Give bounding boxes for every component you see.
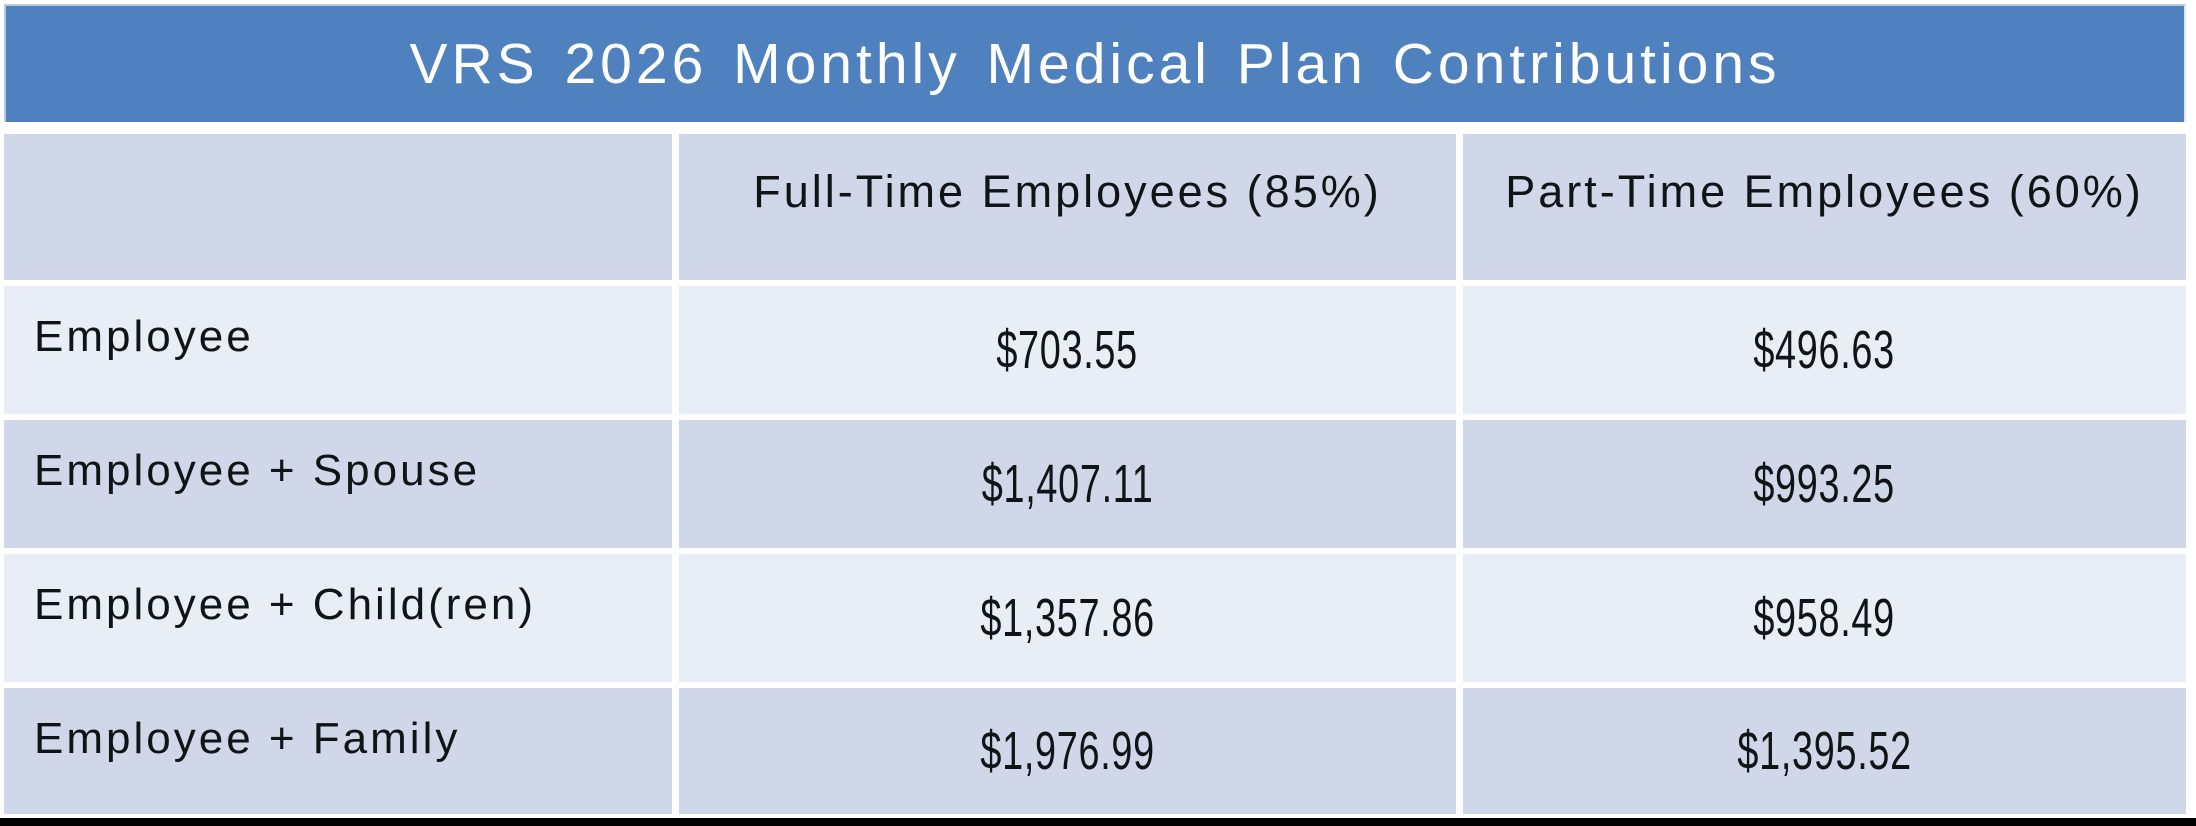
value-family-part-time: $1,395.52 (1463, 688, 2186, 814)
header-cell-part-time: Part-Time Employees (60%) (1463, 134, 2186, 280)
value-children-full-time: $1,357.86 (679, 554, 1456, 682)
amount-text: $1,357.86 (980, 588, 1155, 648)
row-label-employee: Employee (4, 286, 672, 414)
value-spouse-part-time: $993.25 (1463, 420, 2186, 548)
row-label-employee-family: Employee + Family (4, 688, 672, 814)
amount-text: $993.25 (1753, 454, 1896, 514)
row-label-employee-spouse: Employee + Spouse (4, 420, 672, 548)
table-title-bar: VRS 2026 Monthly Medical Plan Contributi… (4, 4, 2186, 122)
row-label-employee-children: Employee + Child(ren) (4, 554, 672, 682)
value-spouse-full-time: $1,407.11 (679, 420, 1456, 548)
contributions-table: Full-Time Employees (85%) Part-Time Empl… (4, 134, 2186, 814)
header-cell-row-labels (4, 134, 672, 280)
table-bottom-border (0, 818, 2196, 826)
value-children-part-time: $958.49 (1463, 554, 2186, 682)
value-employee-full-time: $703.55 (679, 286, 1456, 414)
amount-text: $496.63 (1753, 320, 1896, 380)
amount-text: $1,407.11 (981, 454, 1154, 514)
value-family-full-time: $1,976.99 (679, 688, 1456, 814)
table-title: VRS 2026 Monthly Medical Plan Contributi… (409, 32, 1781, 96)
amount-text: $703.55 (996, 320, 1139, 380)
amount-text: $958.49 (1753, 588, 1896, 648)
header-cell-full-time: Full-Time Employees (85%) (679, 134, 1456, 280)
value-employee-part-time: $496.63 (1463, 286, 2186, 414)
amount-text: $1,395.52 (1737, 721, 1912, 781)
amount-text: $1,976.99 (980, 721, 1155, 781)
